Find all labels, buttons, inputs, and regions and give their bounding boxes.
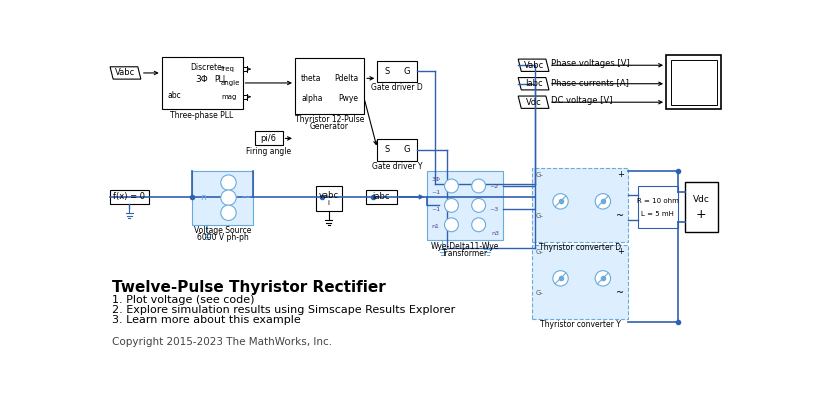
- Text: 3. Learn more about this example: 3. Learn more about this example: [112, 315, 301, 325]
- Bar: [315, 186, 341, 211]
- Circle shape: [595, 271, 610, 286]
- Text: Thyristor converter D: Thyristor converter D: [539, 243, 621, 252]
- Text: Gate driver Y: Gate driver Y: [372, 162, 422, 171]
- Text: theta: theta: [301, 74, 322, 83]
- Text: G-: G-: [536, 249, 544, 254]
- Circle shape: [221, 205, 236, 220]
- Text: PLL: PLL: [214, 75, 227, 84]
- Bar: [366, 190, 397, 204]
- Bar: [427, 171, 503, 240]
- Text: ~: ~: [616, 211, 624, 221]
- Text: 2. Explore simulation results using Simscape Results Explorer: 2. Explore simulation results using Sims…: [112, 305, 455, 315]
- Circle shape: [444, 198, 458, 212]
- Text: Phase currents [A]: Phase currents [A]: [550, 78, 628, 87]
- Text: vabc: vabc: [319, 191, 339, 200]
- Text: ~3: ~3: [490, 207, 499, 212]
- Bar: [637, 186, 677, 229]
- Text: Thyristor converter Y: Thyristor converter Y: [540, 320, 620, 329]
- Text: 3Φ: 3Φ: [196, 75, 209, 84]
- Circle shape: [553, 193, 568, 209]
- Bar: [377, 61, 417, 82]
- Text: +: +: [618, 170, 624, 179]
- Text: abc: abc: [168, 91, 182, 100]
- Polygon shape: [518, 96, 549, 108]
- Circle shape: [444, 218, 458, 232]
- Text: ~: ~: [616, 288, 624, 298]
- Text: 3Φ: 3Φ: [431, 178, 440, 182]
- Text: Iabc: Iabc: [525, 79, 543, 88]
- Text: Pwye: Pwye: [338, 94, 358, 103]
- Bar: [255, 131, 283, 145]
- Text: G-: G-: [536, 172, 544, 178]
- Text: Vabc: Vabc: [116, 68, 135, 77]
- Text: Wye-Delta11-Wye: Wye-Delta11-Wye: [431, 242, 500, 251]
- Text: Vdc: Vdc: [526, 98, 541, 107]
- Text: freq: freq: [221, 66, 235, 72]
- Text: Voltage Source: Voltage Source: [194, 226, 251, 235]
- Text: 1. Plot voltage (see code): 1. Plot voltage (see code): [112, 295, 254, 305]
- Text: +: +: [696, 207, 707, 220]
- Bar: [192, 171, 253, 225]
- Text: G: G: [404, 67, 411, 76]
- Bar: [666, 55, 721, 109]
- Bar: [671, 60, 717, 105]
- Text: Thyristor 12-Pulse: Thyristor 12-Pulse: [295, 115, 364, 124]
- Bar: [532, 169, 628, 242]
- Polygon shape: [518, 59, 549, 72]
- Text: n3: n3: [491, 231, 499, 236]
- Text: S: S: [384, 67, 390, 76]
- Circle shape: [472, 218, 486, 232]
- Text: angle: angle: [221, 80, 240, 86]
- Text: Generator: Generator: [310, 121, 349, 130]
- Text: G-: G-: [536, 290, 544, 296]
- Text: iabc: iabc: [372, 192, 390, 201]
- Bar: [161, 57, 243, 109]
- Text: Discrete: Discrete: [190, 63, 222, 72]
- Text: i: i: [328, 200, 330, 207]
- Text: f(x) = 0: f(x) = 0: [113, 192, 145, 201]
- Circle shape: [221, 175, 236, 190]
- Text: Vdc: Vdc: [693, 195, 710, 204]
- Text: G-: G-: [536, 213, 544, 219]
- Text: ~2: ~2: [490, 184, 499, 189]
- Text: ~: ~: [241, 191, 252, 204]
- Text: G: G: [404, 146, 411, 155]
- Text: +: +: [618, 247, 624, 256]
- Text: Firing angle: Firing angle: [246, 147, 291, 156]
- Text: n: n: [200, 193, 206, 202]
- Polygon shape: [110, 67, 141, 79]
- Circle shape: [472, 198, 486, 212]
- Text: S: S: [384, 146, 390, 155]
- Text: alpha: alpha: [301, 94, 323, 103]
- Text: Pdelta: Pdelta: [334, 74, 358, 83]
- Text: Copyright 2015-2023 The MathWorks, Inc.: Copyright 2015-2023 The MathWorks, Inc.: [112, 337, 332, 347]
- Circle shape: [472, 179, 486, 193]
- Text: Three-phase PLL: Three-phase PLL: [170, 111, 234, 120]
- Circle shape: [221, 190, 236, 205]
- Text: Gate driver D: Gate driver D: [372, 83, 423, 92]
- Bar: [110, 190, 148, 204]
- Text: L = 5 mH: L = 5 mH: [641, 211, 674, 217]
- Text: Phase voltages [V]: Phase voltages [V]: [550, 59, 629, 68]
- Text: DC voltage [V]: DC voltage [V]: [550, 96, 612, 105]
- Text: Twelve-Pulse Thyristor Rectifier: Twelve-Pulse Thyristor Rectifier: [112, 280, 385, 295]
- Text: pi/6: pi/6: [261, 134, 277, 143]
- Text: ~1: ~1: [431, 190, 440, 195]
- Text: Vabc: Vabc: [523, 61, 544, 70]
- Polygon shape: [518, 78, 549, 90]
- Text: 6000 V ph-ph: 6000 V ph-ph: [196, 233, 249, 242]
- Text: mag: mag: [221, 94, 236, 100]
- Circle shape: [595, 193, 610, 209]
- Text: Transformer: Transformer: [442, 249, 488, 258]
- Bar: [377, 139, 417, 161]
- Bar: [685, 182, 717, 231]
- Bar: [295, 58, 364, 114]
- Text: ~1: ~1: [431, 207, 440, 212]
- Circle shape: [444, 179, 458, 193]
- Text: R = 10 ohm: R = 10 ohm: [637, 198, 678, 204]
- Text: n1: n1: [431, 225, 439, 229]
- Bar: [532, 245, 628, 319]
- Circle shape: [553, 271, 568, 286]
